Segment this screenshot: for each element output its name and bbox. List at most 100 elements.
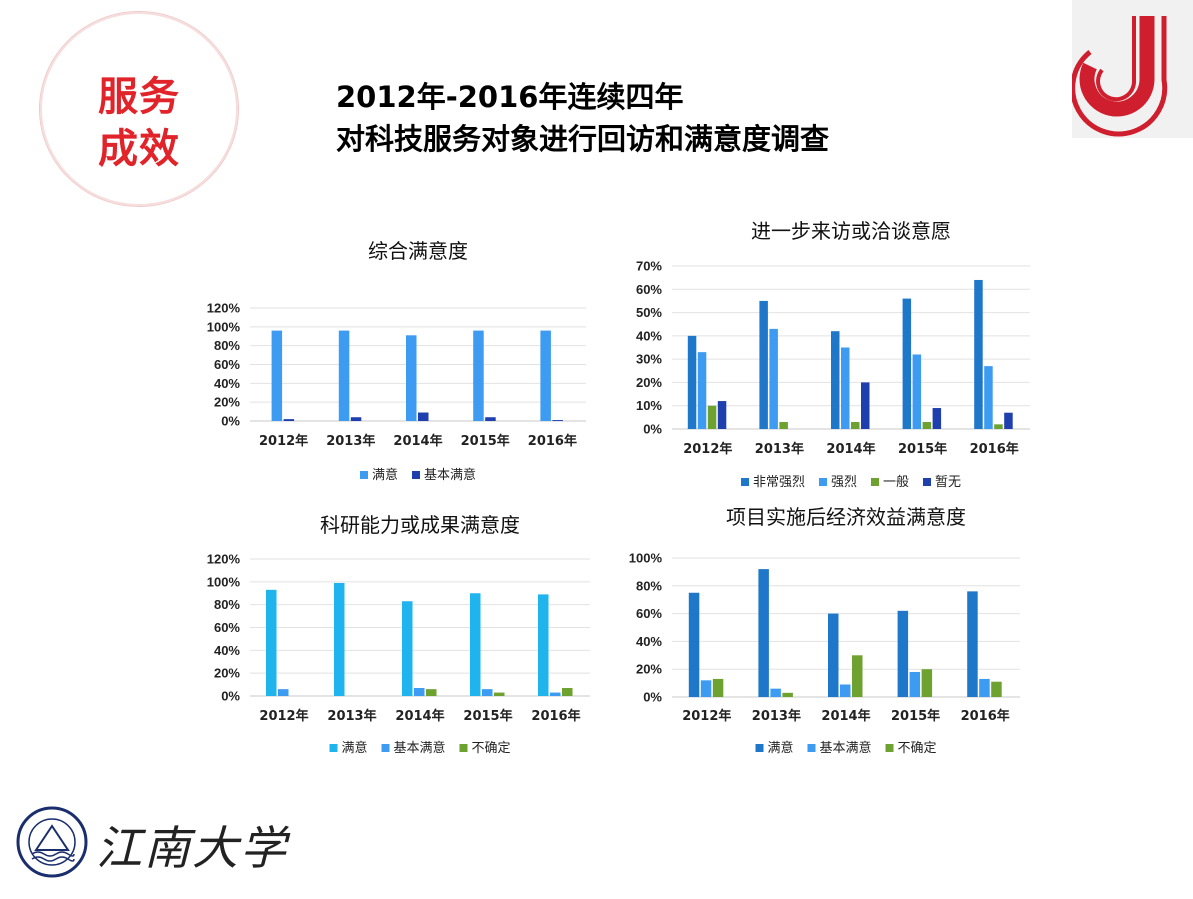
bar [406,335,417,421]
chart-economic-benefit-satisfaction-svg: 项目实施后经济效益满意度 0% 20% 40% 60% 80% 100% 2012年 2013年… [629,505,1020,756]
bar [414,688,425,696]
legend-swatch [412,471,420,479]
chart-revisit-intention-svg: 进一步来访或洽谈意愿 0% 10% 20% 30% 40% 50% 60% 70% 2012年 20… [636,219,1030,490]
y-tick-label: 80% [636,578,662,593]
y-tick-label: 40% [214,643,240,658]
y-tick-label: 0% [643,690,662,705]
y-tick-label: 0% [221,414,240,429]
y-tick-label: 120% [207,552,241,567]
bar [482,689,493,696]
bar [770,688,781,697]
x-tick-label: 2016年 [970,441,1019,457]
y-tick-label: 100% [207,319,241,334]
x-tick-label: 2015年 [461,433,510,449]
bar [922,422,932,429]
legend-swatch [885,744,894,752]
y-tick-label: 0% [643,422,662,437]
chart-overall-satisfaction-svg: 综合满意度 0% 20% 40% 60% 80% 100% 120% 2012年 2013年 201… [207,239,586,483]
bar [538,594,549,696]
y-tick-label: 60% [636,282,662,297]
chart-revisit-intention: 进一步来访或洽谈意愿 0% 10% 20% 30% 40% 50% 60% 70% 2012年 20… [610,210,1040,500]
y-tick-label: 100% [629,551,663,566]
bar [897,610,909,697]
y-tick-label: 60% [214,357,240,372]
legend-swatch [871,478,879,486]
slide-title-line-2: 对科技服务对象进行回访和满意度调查 [336,122,830,156]
slide-title-line-1: 2012年-2016年连续四年 [336,80,684,114]
bar [994,424,1003,429]
bar [932,408,942,429]
bar [278,689,289,696]
y-tick-label: 0% [221,689,240,704]
x-tick-label: 2014年 [821,708,870,724]
chart-research-satisfaction: 科研能力或成果满意度 0% 20% 40% 60% 80% 100% 120% 2012年 201… [188,504,608,766]
legend-label: 满意 [342,740,368,756]
bar [470,593,481,696]
section-badge: 服务 成效 [40,12,238,206]
y-tick-label: 60% [214,620,240,635]
bar [402,601,413,696]
bar [991,681,1002,697]
x-tick-label: 2013年 [326,433,375,449]
bar [334,582,345,696]
legend-label: 强烈 [831,475,857,490]
x-tick-label: 2014年 [393,433,442,449]
x-tick-label: 2015年 [891,708,940,724]
legend-swatch [329,744,338,752]
bar [494,692,505,696]
x-tick-label: 2014年 [395,708,444,724]
bar [979,678,990,697]
legend-swatch [819,478,827,486]
bar [909,671,921,697]
bar [1004,412,1013,429]
y-tick-label: 20% [214,395,240,410]
legend-label: 不确定 [472,741,511,756]
chart-title: 科研能力或成果满意度 [320,513,520,537]
x-tick-label: 2013年 [327,708,376,724]
badge-line-1: 服务 [98,74,180,120]
y-tick-label: 10% [636,398,662,413]
bar [552,420,563,421]
bar [485,417,496,421]
legend-swatch [381,744,390,752]
bar [712,678,724,697]
y-tick-label: 40% [636,634,662,649]
bar [831,331,840,429]
bar [782,692,793,697]
bar [779,422,788,429]
chart-economic-benefit-satisfaction: 项目实施后经济效益满意度 0% 20% 40% 60% 80% 100% 2012年 2013年… [610,496,1040,766]
bar [851,422,860,429]
legend-swatch [923,478,931,486]
y-tick-label: 120% [207,301,241,316]
bar [700,680,712,697]
university-name: 江南大学 [96,821,288,875]
legend-swatch [360,471,368,479]
brand-j-logo-icon [1072,16,1168,137]
bar [769,328,778,429]
bar [697,352,707,429]
legend-swatch [741,478,749,486]
bar [426,689,437,696]
legend-label: 基本满意 [394,740,446,756]
x-tick-label: 2012年 [259,708,308,724]
x-tick-label: 2012年 [682,708,731,724]
x-tick-label: 2015年 [463,708,512,724]
x-tick-label: 2012年 [683,441,732,457]
bar [852,655,863,697]
bar [562,688,573,696]
x-tick-label: 2016年 [528,433,577,449]
slide-title: 2012年-2016年连续四年 对科技服务对象进行回访和满意度调查 [336,76,829,160]
legend-label: 暂无 [935,475,961,490]
bar [688,592,700,697]
x-tick-label: 2016年 [961,708,1010,724]
bar [974,279,983,429]
legend-swatch [755,744,764,752]
x-tick-label: 2012年 [259,433,308,449]
legend-label: 满意 [768,740,794,756]
x-tick-label: 2015年 [898,441,947,457]
y-tick-label: 40% [636,328,662,343]
y-tick-label: 30% [636,352,662,367]
bar [967,591,978,697]
legend-swatch [807,744,816,752]
y-tick-label: 20% [636,662,662,677]
